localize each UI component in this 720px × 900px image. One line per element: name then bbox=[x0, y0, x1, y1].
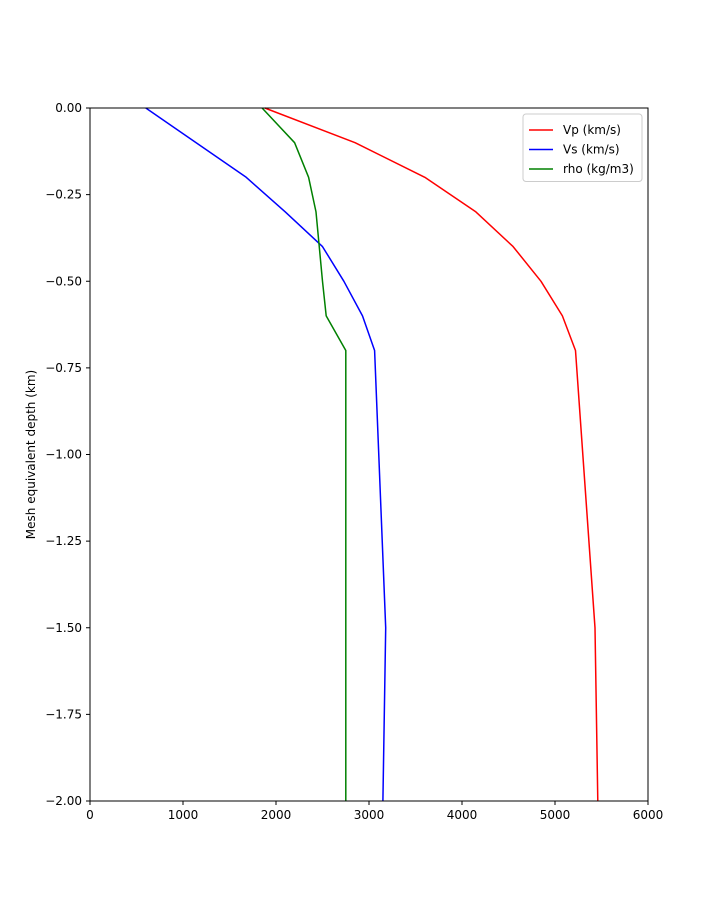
x-tick-label: 3000 bbox=[354, 808, 385, 822]
y-tick-label: −2.00 bbox=[45, 794, 82, 808]
y-tick-label: −1.00 bbox=[45, 448, 82, 462]
y-tick-label: 0.00 bbox=[55, 101, 82, 115]
series-line-vp bbox=[264, 107, 599, 802]
legend-box bbox=[522, 113, 643, 182]
x-tick-label: 6000 bbox=[633, 808, 664, 822]
series-line-rho bbox=[261, 107, 347, 801]
legend-label-vs: Vs (km/s) bbox=[563, 143, 620, 157]
plot-area-frame bbox=[89, 107, 649, 802]
x-tick-label: 0 bbox=[86, 808, 94, 822]
y-axis: 0.00 −0.25 −0.50 −0.75 −1.00 −1.25 −1.50 −1.75 −… bbox=[45, 101, 90, 808]
series-layer bbox=[145, 107, 599, 802]
legend: Vp (km/s) Vs (km/s) rho (kg/m3) bbox=[522, 113, 643, 182]
y-tick-label: −0.50 bbox=[45, 274, 82, 288]
legend-label-rho: rho (kg/m3) bbox=[563, 162, 634, 176]
x-tick-label: 2000 bbox=[261, 808, 292, 822]
y-tick-label: −1.50 bbox=[45, 621, 82, 635]
y-tick-label: −1.75 bbox=[45, 707, 82, 721]
x-tick-label: 4000 bbox=[447, 808, 478, 822]
x-tick-label: 1000 bbox=[168, 808, 199, 822]
x-axis: 0 1000 2000 3000 4000 5000 6000 bbox=[86, 801, 663, 822]
y-tick-label: −0.25 bbox=[45, 188, 82, 202]
y-tick-label: −0.75 bbox=[45, 361, 82, 375]
y-axis-label: Mesh equivalent depth (km) bbox=[24, 370, 38, 539]
y-tick-label: −1.25 bbox=[45, 534, 82, 548]
x-tick-label: 5000 bbox=[540, 808, 571, 822]
legend-label-vp: Vp (km/s) bbox=[563, 123, 621, 137]
series-line-vs bbox=[145, 107, 387, 802]
